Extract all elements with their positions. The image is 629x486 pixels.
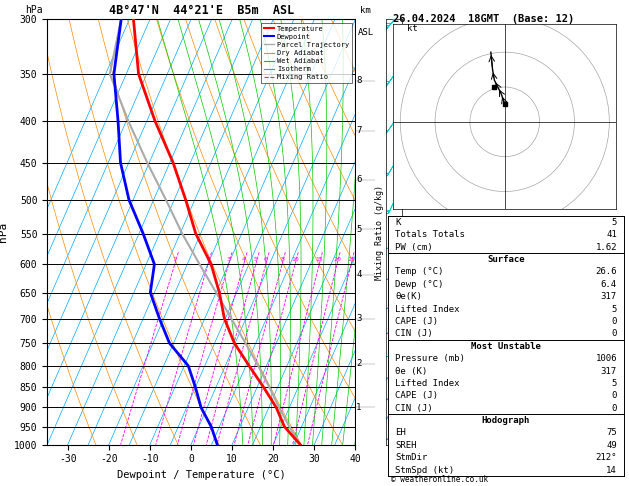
- Text: 1006: 1006: [596, 354, 617, 363]
- Text: 20: 20: [333, 257, 341, 262]
- Text: 8: 8: [356, 76, 362, 86]
- Text: kt: kt: [407, 24, 418, 33]
- Legend: Temperature, Dewpoint, Parcel Trajectory, Dry Adiabat, Wet Adiabat, Isotherm, Mi: Temperature, Dewpoint, Parcel Trajectory…: [261, 23, 352, 83]
- Text: © weatheronline.co.uk: © weatheronline.co.uk: [391, 475, 488, 484]
- Text: θe (K): θe (K): [395, 366, 428, 376]
- Y-axis label: hPa: hPa: [0, 222, 8, 242]
- Text: 8: 8: [280, 257, 284, 262]
- Text: 0: 0: [611, 317, 617, 326]
- Text: 6: 6: [356, 175, 362, 184]
- Text: 2: 2: [356, 359, 362, 368]
- Text: 75: 75: [606, 429, 617, 437]
- Text: Hodograph: Hodograph: [482, 416, 530, 425]
- Text: Most Unstable: Most Unstable: [471, 342, 541, 351]
- Text: 0: 0: [611, 404, 617, 413]
- Text: θe(K): θe(K): [395, 292, 422, 301]
- Text: Temp (°C): Temp (°C): [395, 267, 443, 277]
- Text: ASL: ASL: [357, 28, 374, 37]
- Text: 0: 0: [611, 391, 617, 400]
- Text: Lifted Index: Lifted Index: [395, 379, 460, 388]
- Text: 5: 5: [254, 257, 258, 262]
- Text: StmSpd (kt): StmSpd (kt): [395, 466, 454, 475]
- Text: 3: 3: [226, 257, 231, 262]
- Text: 5: 5: [611, 218, 617, 227]
- Text: Pressure (mb): Pressure (mb): [395, 354, 465, 363]
- Text: 25: 25: [347, 257, 355, 262]
- Text: 3: 3: [356, 314, 362, 323]
- Text: Surface: Surface: [487, 255, 525, 264]
- Text: km: km: [360, 6, 371, 15]
- Text: StmDir: StmDir: [395, 453, 428, 462]
- Text: 4: 4: [242, 257, 246, 262]
- Text: 6.4: 6.4: [601, 280, 617, 289]
- Text: 26.04.2024  18GMT  (Base: 12): 26.04.2024 18GMT (Base: 12): [393, 14, 574, 24]
- Text: 0: 0: [611, 330, 617, 338]
- Text: Lifted Index: Lifted Index: [395, 305, 460, 313]
- Text: 26.6: 26.6: [596, 267, 617, 277]
- Text: EH: EH: [395, 429, 406, 437]
- Text: 15: 15: [315, 257, 323, 262]
- Text: 1: 1: [173, 257, 177, 262]
- Text: 212°: 212°: [596, 453, 617, 462]
- Text: 317: 317: [601, 292, 617, 301]
- Text: 317: 317: [601, 366, 617, 376]
- Text: SREH: SREH: [395, 441, 416, 450]
- Text: 4: 4: [356, 270, 362, 279]
- Text: 7: 7: [356, 126, 362, 135]
- Text: 41: 41: [606, 230, 617, 239]
- Text: 6: 6: [264, 257, 268, 262]
- Text: Dewp (°C): Dewp (°C): [395, 280, 443, 289]
- Text: 5: 5: [356, 225, 362, 233]
- Text: PW (cm): PW (cm): [395, 243, 433, 252]
- Text: hPa: hPa: [26, 5, 43, 15]
- Text: 5: 5: [611, 305, 617, 313]
- Text: CIN (J): CIN (J): [395, 404, 433, 413]
- Text: Totals Totals: Totals Totals: [395, 230, 465, 239]
- Text: CAPE (J): CAPE (J): [395, 391, 438, 400]
- Text: Mixing Ratio (g/kg): Mixing Ratio (g/kg): [375, 185, 384, 279]
- Text: LCL: LCL: [394, 370, 408, 379]
- Text: 5: 5: [611, 379, 617, 388]
- X-axis label: Dewpoint / Temperature (°C): Dewpoint / Temperature (°C): [117, 470, 286, 480]
- Text: 49: 49: [606, 441, 617, 450]
- Text: 1: 1: [356, 403, 362, 412]
- Text: CAPE (J): CAPE (J): [395, 317, 438, 326]
- Title: 4B°47'N  44°21'E  B5m  ASL: 4B°47'N 44°21'E B5m ASL: [109, 4, 294, 17]
- Text: 10: 10: [291, 257, 299, 262]
- Text: 2: 2: [206, 257, 210, 262]
- Text: CIN (J): CIN (J): [395, 330, 433, 338]
- Text: 14: 14: [606, 466, 617, 475]
- Text: K: K: [395, 218, 401, 227]
- Text: 1.62: 1.62: [596, 243, 617, 252]
